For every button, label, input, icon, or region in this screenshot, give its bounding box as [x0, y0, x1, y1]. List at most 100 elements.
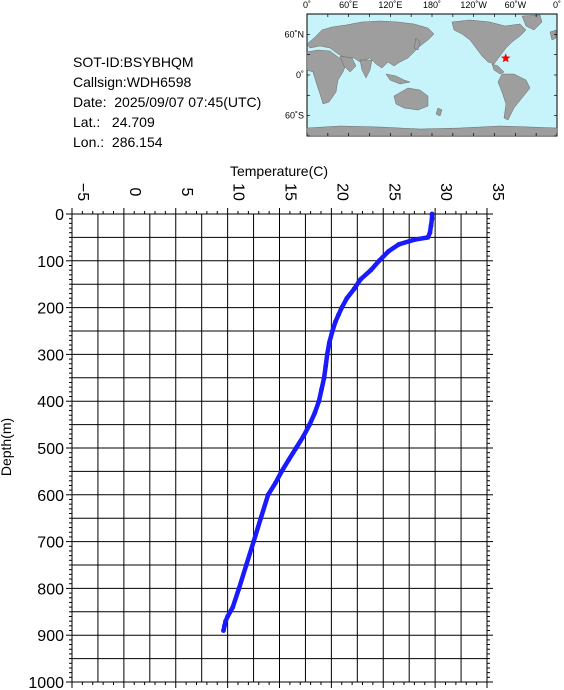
profile-point [286, 457, 292, 463]
y-tick-label: 700 [37, 535, 64, 552]
map-lon-label: 0˚ [553, 0, 561, 10]
profile-series [221, 211, 435, 633]
y-tick-label: 500 [37, 441, 64, 458]
map-land [306, 14, 558, 137]
profile-point [279, 469, 284, 474]
profile-point [222, 623, 227, 629]
lon-label: Lon.: 286.154 [73, 134, 163, 150]
x-tick-label: 0 [126, 188, 143, 197]
x-tick-label: 10 [230, 183, 247, 201]
y-axis-label: Depth(m) [0, 418, 14, 476]
x-axis-ticks: −5 0 5 10 15 20 25 30 35 [71, 183, 506, 688]
sot-id-label: SOT-ID:BSYBHQM [73, 54, 194, 70]
profile-point [221, 628, 226, 633]
profile-point [376, 258, 382, 264]
profile-point [258, 515, 264, 521]
map-lon-label: 60˚W [505, 0, 527, 10]
y-tick-label: 300 [37, 347, 64, 364]
x-axis-label: Temperature(C) [230, 163, 328, 179]
y-tick-label: 100 [37, 254, 64, 271]
map-labels: 0˚ 60˚E 120˚E 180˚ 120˚W 60˚W 0˚ 60˚N 0˚ 60˚S [284, 0, 561, 121]
land-nz [435, 107, 443, 117]
map-lon-label: 0˚ [303, 0, 311, 10]
land-australia [393, 87, 429, 111]
map-lat-label: 60˚N [284, 29, 304, 39]
chart-grid [71, 213, 488, 683]
y-tick-label: 800 [37, 581, 64, 598]
profile-point [236, 586, 242, 591]
land-north-america [451, 19, 527, 65]
profile-point [307, 422, 312, 427]
y-tick-label: 0 [55, 207, 64, 224]
land-south-america [497, 73, 531, 121]
land-uk [549, 29, 557, 41]
map-lon-label: 120˚W [460, 0, 487, 10]
temperature-profile-line [221, 211, 435, 633]
land-africa [306, 49, 348, 105]
callsign-label: Callsign:WDH6598 [73, 74, 192, 90]
y-axis-ticks: 0 100 200 300 400 500 600 700 800 900 1000 [28, 207, 493, 690]
profile-point [429, 211, 435, 217]
profile-point [333, 319, 338, 325]
profile-point [428, 223, 434, 229]
profile-point [336, 312, 342, 318]
x-tick-label: 25 [385, 183, 402, 201]
profile-point [265, 492, 271, 498]
x-tick-label: 5 [178, 188, 195, 197]
y-tick-label: 1000 [28, 675, 64, 690]
lat-label: Lat.: 24.709 [73, 114, 155, 130]
profile-point [321, 375, 327, 381]
y-tick-label: 900 [37, 628, 64, 645]
land-indonesia [385, 73, 411, 85]
land-india [359, 59, 373, 79]
y-tick-label: 400 [37, 394, 64, 411]
profile-point [339, 305, 345, 310]
x-tick-label: 15 [282, 183, 299, 201]
profile-point [225, 614, 231, 619]
map-lon-label: 120˚E [378, 0, 402, 10]
map-lon-label: 180˚ [423, 0, 441, 10]
profile-point [368, 267, 374, 273]
profile-point [323, 363, 329, 369]
profile-point [344, 295, 350, 301]
profile-point [230, 604, 236, 610]
map-lon-label: 60˚E [339, 0, 358, 10]
land-central-america [491, 63, 505, 75]
profile-point [396, 242, 402, 247]
profile-point [411, 237, 417, 243]
profile-point [293, 445, 299, 451]
map-ticks [306, 13, 558, 137]
profile-point [316, 398, 322, 404]
profile-point [358, 277, 363, 282]
date-label: Date: 2025/09/07 07:45(UTC) [73, 94, 262, 110]
profile-point [351, 286, 357, 292]
x-tick-label: 35 [489, 183, 506, 201]
map-lat-label: 60˚S [285, 111, 304, 121]
x-tick-label: −5 [74, 183, 91, 201]
profile-point [319, 387, 324, 392]
land-greenland [521, 14, 543, 31]
profile-point [330, 328, 335, 334]
profile-point [324, 352, 330, 357]
profile-point [312, 410, 318, 416]
land-arabia [339, 55, 357, 73]
y-tick-label: 600 [37, 488, 64, 505]
profile-point [300, 433, 306, 439]
land-japan [413, 37, 421, 51]
x-tick-label: 30 [437, 183, 454, 201]
profile-point [429, 216, 435, 222]
profile-point [386, 249, 391, 254]
profile-point [223, 618, 228, 624]
profile-point [251, 539, 256, 544]
profile-point [427, 230, 433, 236]
station-marker-icon [500, 53, 511, 63]
x-tick-label: 20 [333, 183, 350, 201]
map-lat-label: 0˚ [296, 70, 304, 80]
profile-point [243, 562, 249, 568]
y-tick-label: 200 [37, 301, 64, 318]
profile-point [326, 340, 332, 346]
profile-point [272, 480, 278, 486]
profile-point [425, 235, 431, 240]
